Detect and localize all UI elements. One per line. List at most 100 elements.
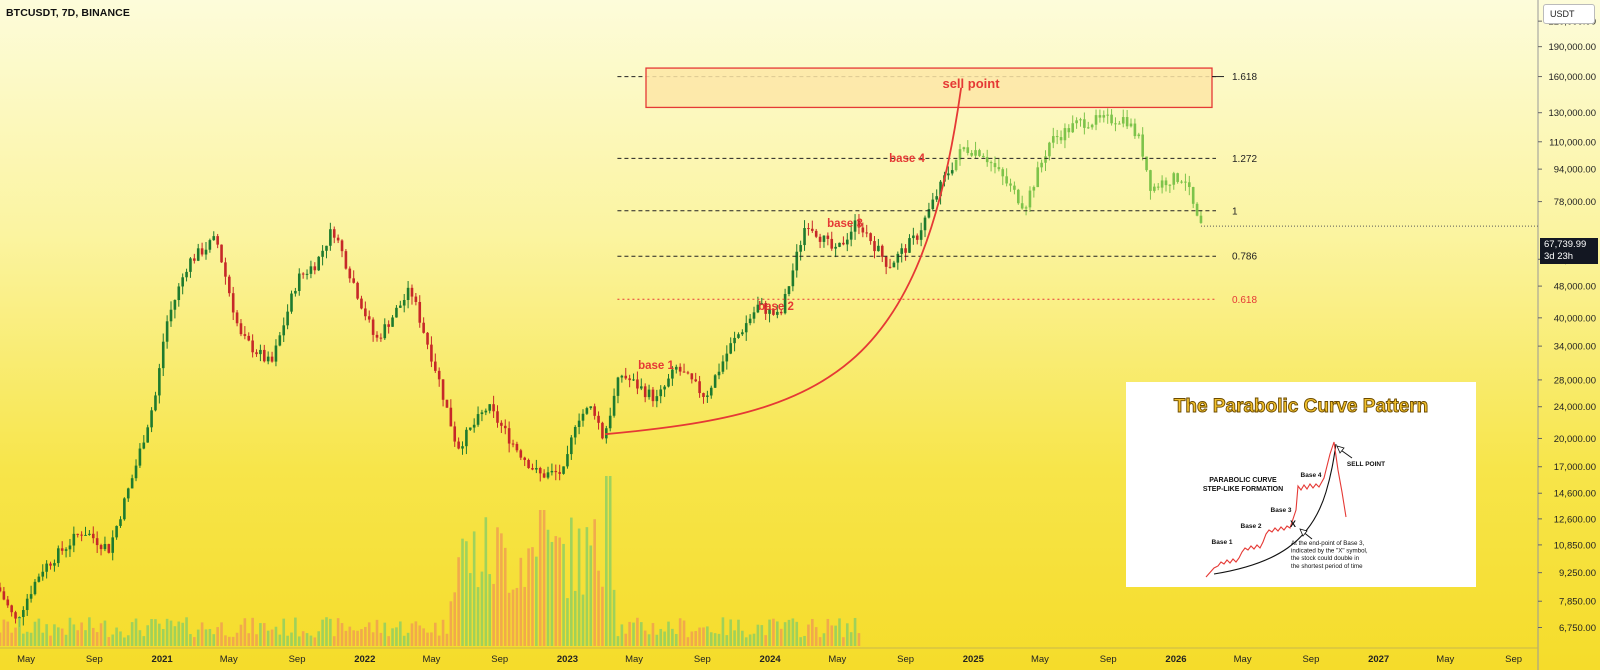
volume-bar: [791, 618, 795, 646]
volume-bar: [764, 635, 767, 646]
price-axis-label: 24,000.00: [1554, 402, 1596, 413]
candle-body: [954, 159, 958, 171]
candle-body: [554, 470, 558, 473]
candle-body: [441, 379, 445, 400]
candle-body: [402, 299, 406, 306]
candle-body: [593, 406, 596, 416]
volume-bar: [476, 587, 480, 646]
candle-body: [760, 303, 764, 305]
time-axis-label: Sep: [1302, 654, 1319, 665]
candle-body: [189, 258, 192, 272]
candle-body: [698, 381, 701, 394]
candle-body: [231, 293, 235, 313]
candle-body: [558, 472, 561, 474]
volume-bar: [88, 617, 91, 646]
volume-bar: [119, 631, 122, 646]
volume-bar: [297, 636, 301, 646]
volume-bar: [173, 626, 177, 646]
price-axis-panel[interactable]: [1538, 0, 1600, 670]
candle-body: [608, 415, 612, 429]
candle-body: [107, 544, 111, 553]
candle-body: [348, 268, 352, 279]
volume-bar: [367, 622, 371, 646]
volume-bar: [231, 636, 235, 646]
candle-body: [406, 287, 410, 300]
candle-body: [597, 415, 600, 423]
candle-body: [72, 533, 76, 546]
candle-body: [472, 424, 476, 428]
volume-bar: [348, 626, 352, 646]
candle-body: [919, 230, 923, 240]
volume-bar: [694, 631, 698, 646]
volume-bar: [500, 533, 503, 646]
time-axis-label: May: [1234, 654, 1252, 665]
volume-bar: [566, 598, 569, 646]
last-price-value: 67,739.99: [1544, 239, 1587, 250]
candle-body: [1028, 190, 1032, 208]
inset-note-line: the stock could double in: [1291, 555, 1360, 562]
candle-body: [1102, 115, 1106, 118]
volume-bar: [352, 630, 355, 646]
candle-body: [262, 349, 266, 362]
candle-body: [138, 448, 142, 466]
candle-body: [235, 312, 239, 324]
volume-bar: [503, 547, 507, 646]
candle-body: [301, 273, 305, 275]
candle-body: [869, 233, 872, 242]
candle-body: [873, 241, 876, 252]
candle-body: [1125, 117, 1129, 127]
candle-body: [37, 576, 41, 582]
candle-body: [414, 296, 418, 302]
volume-bar: [161, 629, 165, 646]
inset-base-1: Base 1: [1212, 539, 1233, 546]
time-axis-label: Sep: [897, 654, 914, 665]
currency-selector[interactable]: USDT: [1543, 4, 1595, 24]
volume-bar: [624, 633, 628, 646]
volume-bar: [25, 631, 29, 646]
time-axis-label: May: [422, 654, 440, 665]
candle-body: [391, 317, 394, 327]
volume-bar: [150, 619, 153, 646]
volume-bar: [375, 619, 379, 646]
candle-body: [686, 372, 690, 374]
candle-countdown: 3d 23h: [1544, 251, 1574, 262]
volume-bar: [845, 623, 849, 646]
volume-bar: [807, 624, 810, 646]
candle-body: [880, 245, 884, 257]
candle-body: [228, 276, 231, 294]
candle-body: [185, 271, 188, 278]
candle-body: [888, 266, 892, 268]
volume-bar: [741, 630, 744, 646]
volume-bar: [838, 618, 841, 646]
candle-body: [25, 598, 29, 611]
candle-body: [99, 545, 103, 550]
candle-body: [321, 250, 324, 257]
volume-bar: [123, 637, 126, 646]
candle-body: [1067, 128, 1071, 133]
volume-bar: [95, 632, 99, 646]
volume-bar: [406, 632, 410, 646]
price-axis-label: 94,000.00: [1554, 165, 1596, 176]
candle-body: [356, 282, 359, 299]
volume-bar: [597, 570, 600, 646]
price-axis-label: 17,000.00: [1554, 462, 1596, 473]
candle-body: [91, 533, 95, 539]
inset-step-formation: [1205, 441, 1347, 578]
candle-body: [68, 545, 72, 550]
volume-bar: [535, 556, 538, 646]
candle-body: [904, 248, 907, 253]
volume-bar: [721, 617, 725, 646]
candle-body: [1079, 119, 1082, 121]
candle-body: [457, 441, 460, 449]
candle-body: [434, 361, 437, 371]
volume-bar: [830, 625, 834, 646]
sell-zone-box[interactable]: [645, 67, 1213, 109]
volume-bar: [29, 632, 33, 646]
parabolic-curve[interactable]: [605, 87, 963, 436]
candle-body: [947, 173, 950, 176]
candle-body: [76, 533, 80, 535]
candle-body: [993, 163, 997, 168]
volume-bar: [492, 583, 495, 646]
candle-body: [290, 293, 293, 312]
candle-body: [1168, 184, 1172, 186]
